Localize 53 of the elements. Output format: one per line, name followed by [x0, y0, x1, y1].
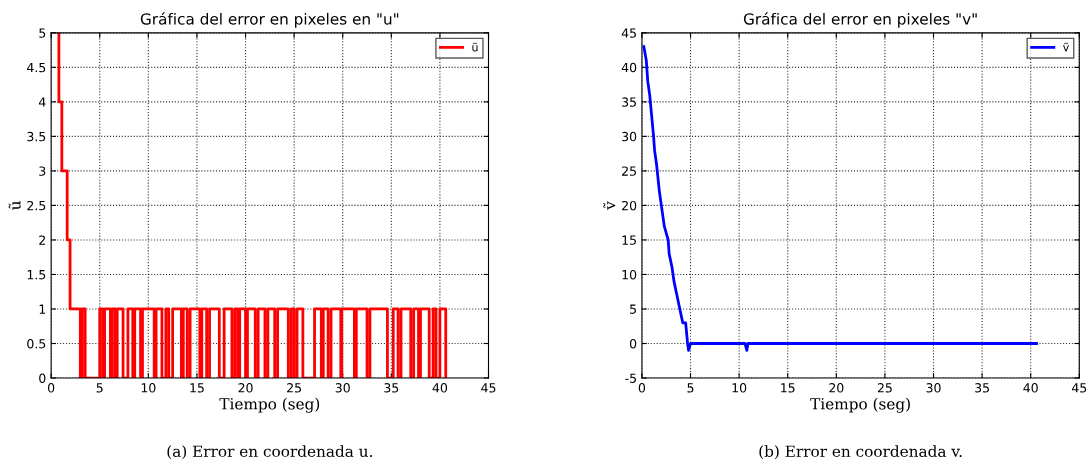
- y-tick-label: -5: [625, 373, 636, 383]
- x-tick-label: 5: [96, 383, 103, 393]
- y-tick-label: 35: [622, 97, 636, 107]
- x-tick-label: 40: [1023, 383, 1038, 393]
- x-axis-title: Tiempo (seg): [810, 397, 910, 413]
- y-tick-label: 1.5: [27, 270, 46, 280]
- x-tick-label: 35: [384, 383, 399, 393]
- y-tick-label: 45: [621, 28, 636, 38]
- y-axis-title: ũ: [8, 201, 21, 210]
- x-tick-label: 30: [926, 383, 941, 393]
- y-tick-label: 20: [622, 200, 637, 211]
- y-tick-label: 4.5: [27, 62, 46, 73]
- x-tick-label: 45: [481, 383, 496, 393]
- chart-title: Gráfica del error en pixeles en "u": [140, 12, 399, 28]
- x-axis-title: Tiempo (seg): [219, 397, 320, 413]
- x-tick-label: 0: [47, 383, 55, 393]
- y-tick-label: 0: [39, 373, 46, 383]
- chart-title: Gráfica del error en pixeles "v": [743, 12, 977, 28]
- y-axis-title: ṽ: [603, 201, 616, 210]
- legend-label: ũ: [472, 42, 478, 52]
- y-tick-label: 40: [621, 62, 637, 73]
- text: (b) Error en coordenada v.: [759, 445, 962, 460]
- line-series: [642, 45, 1038, 352]
- y-tick-label: 5: [39, 28, 46, 38]
- x-tick-label: 20: [829, 383, 844, 393]
- x-tick-label: 20: [238, 383, 253, 393]
- y-tick-label: 0: [629, 338, 637, 349]
- y-tick-label: 10: [622, 269, 637, 280]
- y-tick-label: 25: [622, 166, 636, 176]
- y-tick-label: 15: [622, 235, 636, 245]
- x-tick-label: 0: [638, 383, 646, 393]
- x-tick-label: 30: [335, 383, 350, 393]
- y-tick-label: 4: [38, 97, 46, 107]
- x-tick-label: 35: [975, 383, 989, 393]
- x-tick-label: 15: [190, 383, 204, 393]
- y-tick-label: 3.5: [27, 131, 46, 142]
- x-tick-label: 15: [781, 383, 795, 393]
- x-tick-label: 40: [432, 383, 448, 393]
- x-tick-label: 10: [141, 383, 156, 393]
- y-tick-label: 3: [39, 166, 46, 176]
- y-tick-label: 5: [630, 304, 636, 314]
- x-tick-label: 45: [1071, 383, 1087, 393]
- legend-label: ṽ: [1063, 42, 1069, 52]
- y-tick-label: 1: [39, 304, 46, 314]
- y-tick-label: 2.5: [27, 200, 46, 211]
- x-tick-label: 25: [287, 383, 301, 393]
- text: (a) Error en coordenada u.: [167, 445, 372, 460]
- y-tick-label: 30: [622, 131, 637, 142]
- x-tick-label: 10: [732, 383, 747, 393]
- x-tick-label: 5: [687, 383, 694, 393]
- y-tick-label: 0.5: [27, 338, 46, 349]
- y-tick-label: 2: [39, 235, 46, 245]
- x-tick-label: 25: [877, 383, 892, 393]
